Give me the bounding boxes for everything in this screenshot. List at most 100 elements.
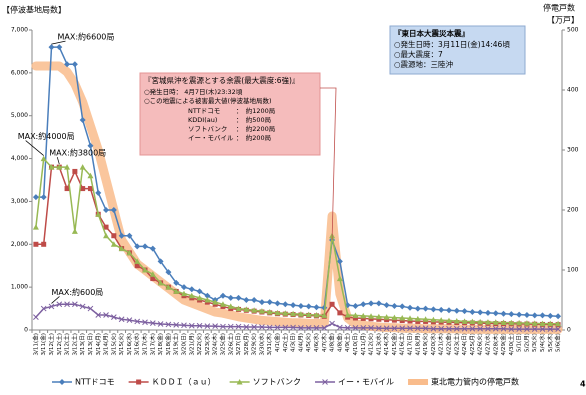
data-point bbox=[516, 311, 523, 318]
data-point bbox=[251, 324, 257, 330]
x-tick-label: 4/13(水) bbox=[374, 333, 382, 356]
legend-item: ＫＤＤＩ（ａｕ） bbox=[128, 378, 216, 387]
legend-label: 東北電力管内の停電戸数 bbox=[431, 377, 519, 387]
data-point bbox=[134, 318, 141, 325]
box-row-name: イー・モバイル bbox=[188, 134, 234, 142]
data-point bbox=[142, 243, 149, 250]
aftershock-box: 『宮城県沖を震源とする余震(最大震度:6強)』 ○発生日時： 4月7日(木)23:… bbox=[139, 72, 321, 156]
box-title: 『宮城県沖を震源とする余震(最大震度:6強)』 bbox=[144, 75, 299, 85]
data-point bbox=[422, 305, 429, 312]
data-point bbox=[438, 317, 445, 323]
data-point bbox=[48, 44, 55, 51]
data-point bbox=[110, 241, 117, 247]
data-point bbox=[298, 325, 304, 331]
data-point bbox=[196, 322, 203, 329]
x-tick-label: 3/28(月) bbox=[243, 333, 250, 356]
data-point bbox=[524, 326, 530, 332]
data-point bbox=[79, 164, 86, 170]
data-point bbox=[368, 316, 374, 322]
annotation: MAX:約4000局 bbox=[18, 131, 75, 141]
legend-label: ＫＤＤＩ（ａｕ） bbox=[152, 378, 216, 387]
data-point bbox=[391, 325, 398, 332]
data-point bbox=[360, 312, 367, 319]
data-point bbox=[453, 325, 460, 332]
data-point bbox=[212, 299, 219, 305]
data-point bbox=[485, 325, 491, 332]
legend-item: NTTドコモ bbox=[52, 378, 115, 387]
data-point bbox=[368, 325, 374, 331]
legend-label: ソフトバンク bbox=[253, 378, 301, 387]
data-point bbox=[329, 301, 335, 307]
annotation-arrow bbox=[56, 157, 60, 165]
data-point bbox=[204, 292, 211, 299]
series-line bbox=[35, 157, 559, 325]
data-point bbox=[149, 271, 156, 277]
x-tick-label: 4/25(月) bbox=[469, 333, 476, 356]
x-tick-label: 4/8(金) bbox=[335, 333, 343, 352]
x-tick-label: 5/2(月) bbox=[523, 333, 530, 352]
data-point bbox=[274, 300, 281, 307]
data-point bbox=[407, 304, 414, 311]
data-point bbox=[399, 303, 406, 310]
data-point bbox=[188, 286, 195, 293]
data-point bbox=[33, 314, 39, 320]
x-tick-label: 3/25(金) bbox=[218, 333, 226, 356]
data-point bbox=[399, 315, 406, 321]
x-tick-label: 3/11(金) bbox=[39, 333, 47, 356]
data-point bbox=[227, 323, 234, 330]
x-tick-label: 3/31(木) bbox=[265, 333, 273, 356]
data-point bbox=[266, 324, 273, 331]
data-point bbox=[492, 319, 499, 325]
data-point bbox=[87, 186, 93, 192]
data-point bbox=[56, 44, 63, 51]
data-point bbox=[173, 279, 180, 286]
data-point bbox=[337, 310, 343, 316]
data-point bbox=[516, 319, 523, 326]
data-point bbox=[375, 325, 382, 332]
series bbox=[33, 301, 561, 332]
data-point bbox=[219, 292, 226, 299]
legend-item: イー・モバイル bbox=[315, 378, 394, 387]
data-point bbox=[391, 317, 397, 323]
data-point bbox=[266, 299, 273, 306]
data-point bbox=[453, 318, 460, 324]
x-tick-label: 5/1(日) bbox=[516, 333, 523, 352]
x-tick-label: 3/27(日) bbox=[235, 333, 242, 356]
data-point bbox=[445, 307, 452, 314]
data-point bbox=[56, 301, 63, 308]
y-tick-label: 2,000 bbox=[11, 241, 28, 248]
data-point bbox=[477, 325, 484, 332]
data-point bbox=[188, 322, 195, 329]
x-tick-label: 4/11(月) bbox=[360, 333, 367, 356]
data-point bbox=[235, 305, 242, 312]
data-point bbox=[336, 275, 343, 282]
x-tick-label: 3/17(木) bbox=[148, 333, 156, 356]
data-point bbox=[48, 164, 55, 170]
legend-marker bbox=[236, 379, 243, 385]
data-point bbox=[438, 325, 445, 332]
series bbox=[32, 44, 562, 320]
data-point bbox=[321, 325, 328, 331]
x-tick-label: 3/21(月) bbox=[188, 333, 195, 356]
data-point bbox=[282, 310, 289, 316]
data-point bbox=[165, 269, 172, 276]
data-point bbox=[305, 303, 312, 310]
x-tick-label: 4/24(日) bbox=[461, 333, 468, 356]
data-point bbox=[516, 326, 522, 332]
data-point bbox=[297, 311, 304, 317]
y-tick-label: 1,000 bbox=[11, 284, 28, 291]
data-point bbox=[500, 325, 507, 332]
data-point bbox=[41, 241, 47, 247]
data-point bbox=[484, 309, 491, 316]
data-point bbox=[118, 245, 125, 252]
data-point bbox=[33, 241, 39, 247]
data-point bbox=[165, 321, 172, 328]
data-point bbox=[290, 302, 297, 309]
x-tick-label: 5/3(火) bbox=[531, 333, 538, 352]
data-point bbox=[384, 317, 390, 323]
data-point bbox=[368, 300, 375, 307]
data-point bbox=[555, 326, 561, 332]
box-row-value: ： 約200局 bbox=[236, 133, 271, 142]
data-point bbox=[375, 313, 382, 320]
